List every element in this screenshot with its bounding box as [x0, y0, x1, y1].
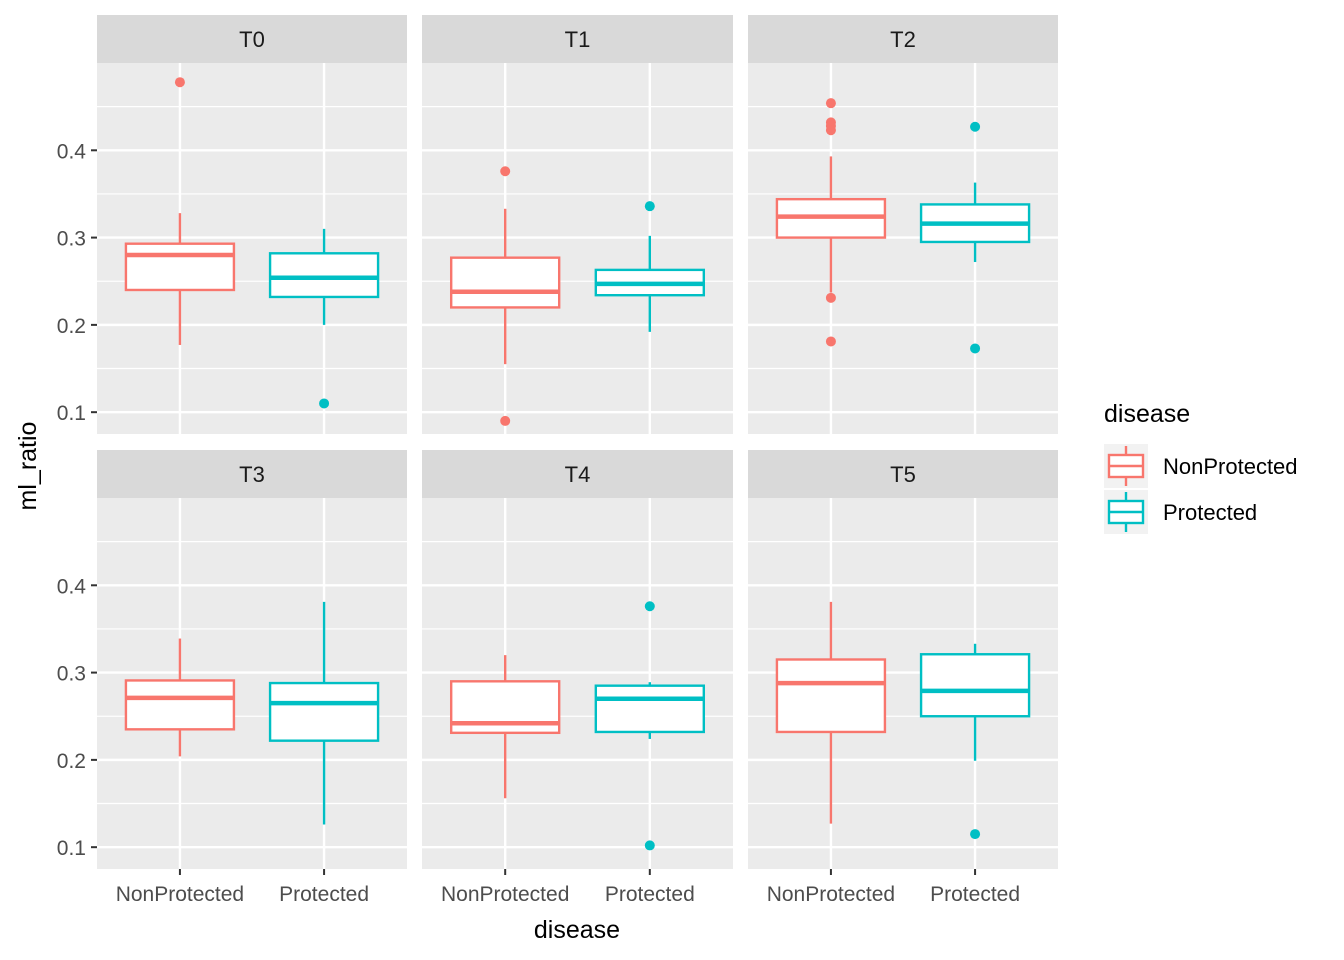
box-iqr	[268, 681, 380, 742]
y-tick-label: 0.4	[57, 140, 87, 163]
box-Protected	[268, 601, 380, 825]
facet-strip-label: T4	[565, 462, 591, 487]
facet-strip-label: T0	[239, 27, 265, 52]
y-tick-label: 0.2	[57, 750, 86, 773]
facet-T1: T1	[422, 15, 733, 434]
box-NonProtected	[775, 601, 887, 824]
panel-background	[422, 63, 733, 434]
box-iqr	[268, 252, 380, 299]
box-iqr	[775, 658, 887, 734]
x-axes: NonProtected Protected NonProtected Protect…	[116, 869, 1020, 906]
y-tick-label: 0.1	[57, 402, 86, 425]
box-Protected	[594, 201, 706, 332]
y-tick-label: 0.1	[57, 837, 86, 860]
legend-key-NonProtected: NonProtected	[1104, 444, 1298, 488]
y-axes: 0.1 0.2 0.3 0.4 0.1 0.2 0.3 0.4	[57, 140, 97, 860]
facet-strip-label: T5	[890, 462, 916, 487]
x-tick-label: Protected	[605, 883, 695, 906]
legend-key-Protected: Protected	[1104, 490, 1257, 534]
x-tick-label: NonProtected	[767, 883, 895, 906]
box-iqr	[919, 653, 1031, 718]
box-Protected	[919, 121, 1031, 354]
facet-strip-label: T2	[890, 27, 916, 52]
panel-background	[748, 63, 1058, 434]
outlier-point	[825, 98, 836, 109]
x-tick-label: Protected	[930, 883, 1020, 906]
box-NonProtected	[449, 166, 561, 426]
legend: disease NonProtected Protected	[1104, 400, 1298, 534]
box-Protected	[268, 228, 380, 409]
facet-strip-label: T3	[239, 462, 265, 487]
outlier-point	[500, 166, 511, 177]
y-tick-label: 0.3	[57, 663, 86, 686]
x-axis-label: disease	[534, 916, 620, 944]
outlier-point	[825, 125, 836, 136]
box-iqr	[594, 684, 706, 734]
legend-title: disease	[1104, 400, 1190, 428]
legend-label: NonProtected	[1163, 454, 1298, 479]
x-tick-label: NonProtected	[441, 883, 569, 906]
box-NonProtected	[775, 98, 887, 347]
facet-T2: T2	[748, 15, 1058, 434]
outlier-point	[970, 343, 981, 354]
box-NonProtected	[124, 638, 236, 757]
box-NonProtected	[124, 77, 236, 345]
outlier-point	[644, 201, 655, 212]
facet-strip	[748, 450, 1058, 498]
facet-T3: T3	[97, 450, 407, 869]
facet-strip-label: T1	[565, 27, 591, 52]
box-Protected	[919, 643, 1031, 840]
facet-panels: T0 T1 T2 T3 T4 T5	[97, 15, 1058, 869]
outlier-point	[500, 415, 511, 426]
outlier-point	[644, 601, 655, 612]
facet-T4: T4	[422, 450, 733, 869]
box-Protected	[594, 601, 706, 851]
facet-strip	[422, 15, 733, 63]
facet-T0: T0	[97, 15, 407, 434]
y-tick-label: 0.3	[57, 228, 86, 251]
outlier-point	[825, 336, 836, 347]
facet-strip	[97, 450, 407, 498]
outlier-point	[644, 840, 655, 851]
y-axis-label: ml_ratio	[14, 422, 42, 511]
facet-strip	[97, 15, 407, 63]
outlier-point	[174, 77, 185, 88]
box-NonProtected	[449, 655, 561, 799]
outlier-point	[319, 398, 330, 409]
y-tick-label: 0.2	[57, 315, 86, 338]
x-tick-label: NonProtected	[116, 883, 244, 906]
y-tick-label: 0.4	[57, 575, 87, 598]
facet-strip	[422, 450, 733, 498]
outlier-point	[970, 829, 981, 840]
box-iqr	[124, 242, 236, 292]
box-iqr	[124, 679, 236, 731]
facet-T5: T5	[748, 450, 1058, 869]
box-iqr	[449, 256, 561, 309]
x-tick-label: Protected	[279, 883, 369, 906]
legend-label: Protected	[1163, 500, 1257, 525]
facet-strip	[748, 15, 1058, 63]
outlier-point	[825, 292, 836, 303]
outlier-point	[970, 121, 981, 132]
